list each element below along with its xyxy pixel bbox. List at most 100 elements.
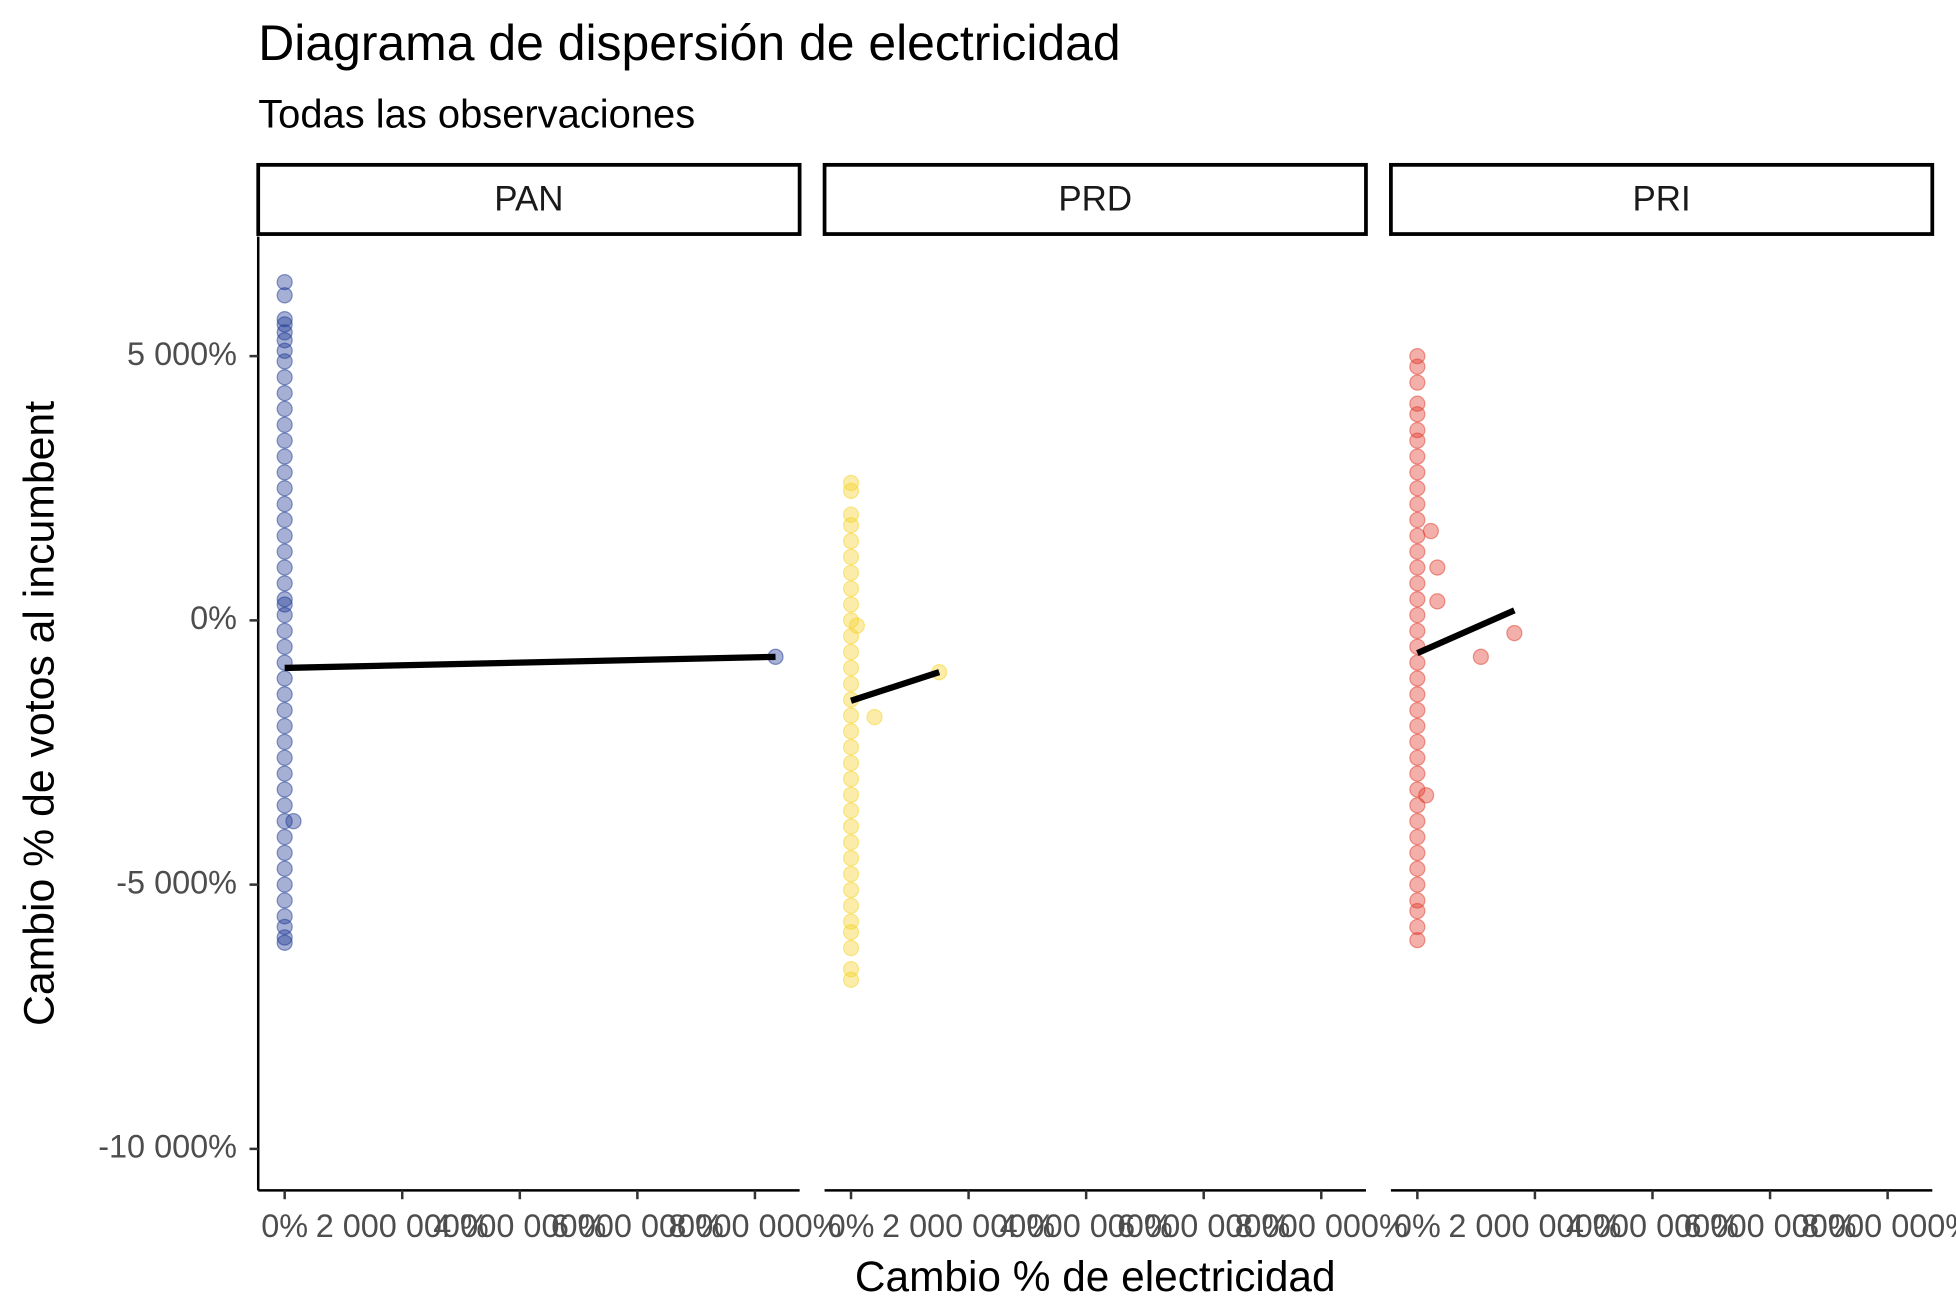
point bbox=[1409, 543, 1426, 560]
strip-label: PRI bbox=[1632, 180, 1690, 219]
point bbox=[1409, 781, 1426, 798]
point bbox=[276, 448, 293, 465]
trend-line bbox=[1416, 607, 1516, 657]
point bbox=[842, 770, 860, 788]
point bbox=[842, 482, 860, 500]
point bbox=[276, 638, 293, 655]
point bbox=[1422, 522, 1439, 540]
point bbox=[1409, 527, 1426, 544]
point bbox=[276, 844, 293, 862]
point bbox=[1409, 374, 1426, 391]
point bbox=[276, 543, 293, 560]
point bbox=[1409, 702, 1426, 719]
point bbox=[276, 596, 293, 613]
point bbox=[276, 575, 293, 592]
chart-subtitle: Todas las observaciones bbox=[258, 93, 695, 137]
point bbox=[276, 733, 293, 751]
point bbox=[842, 786, 860, 803]
y-tick-label: 0% bbox=[190, 600, 237, 636]
x-tick-label: 2 000 000% bbox=[316, 1208, 489, 1244]
point bbox=[1409, 931, 1426, 949]
point bbox=[276, 686, 293, 703]
y-tick-label: 5 000% bbox=[127, 336, 237, 372]
point bbox=[1409, 686, 1426, 703]
y-tick-label: -5 000% bbox=[116, 864, 237, 900]
point bbox=[276, 310, 293, 328]
point bbox=[276, 781, 293, 798]
point bbox=[842, 881, 860, 899]
point bbox=[842, 723, 860, 740]
y-tick-label: -10 000% bbox=[98, 1128, 237, 1164]
point bbox=[842, 865, 860, 883]
point bbox=[1409, 749, 1426, 766]
point bbox=[1409, 480, 1426, 497]
point bbox=[1409, 511, 1426, 529]
point bbox=[276, 765, 293, 782]
point bbox=[842, 739, 860, 756]
point bbox=[276, 480, 293, 497]
point bbox=[842, 802, 860, 819]
x-tick-label: 2 000 000% bbox=[882, 1208, 1055, 1244]
point bbox=[1472, 648, 1489, 666]
point bbox=[842, 532, 860, 550]
point bbox=[276, 828, 293, 846]
point bbox=[276, 432, 293, 449]
point bbox=[848, 617, 866, 634]
x-tick-label: 0% bbox=[1394, 1208, 1441, 1244]
point bbox=[276, 464, 293, 481]
point bbox=[1409, 406, 1426, 423]
point bbox=[1409, 464, 1426, 481]
point bbox=[276, 511, 293, 529]
point bbox=[842, 754, 860, 772]
point bbox=[1418, 787, 1435, 804]
point bbox=[1409, 575, 1426, 592]
point bbox=[842, 707, 860, 724]
x-tick-label: 0% bbox=[828, 1208, 875, 1244]
point bbox=[276, 934, 293, 951]
x-tick-label: 4 000 000% bbox=[1566, 1208, 1739, 1244]
point bbox=[842, 675, 860, 692]
point bbox=[842, 818, 860, 835]
point bbox=[842, 850, 860, 867]
point bbox=[1409, 733, 1426, 751]
x-tick-label: 6 000 000% bbox=[1117, 1208, 1290, 1244]
x-tick-label: 8 000 000% bbox=[668, 1208, 841, 1244]
x-tick-label: 8 000 000% bbox=[1235, 1208, 1408, 1244]
point bbox=[276, 559, 293, 576]
point bbox=[1409, 902, 1426, 920]
point bbox=[842, 548, 860, 566]
point bbox=[276, 717, 293, 735]
point bbox=[1409, 860, 1426, 877]
x-tick-label: 6 000 000% bbox=[551, 1208, 724, 1244]
strip bbox=[822, 162, 1368, 236]
point bbox=[276, 670, 293, 687]
point bbox=[842, 971, 860, 988]
strip bbox=[1389, 162, 1935, 236]
strip-label: PRD bbox=[1058, 180, 1132, 219]
point bbox=[842, 939, 860, 957]
point bbox=[842, 834, 860, 851]
point bbox=[1409, 606, 1426, 624]
point bbox=[842, 924, 860, 941]
x-tick-label: 4 000 000% bbox=[433, 1208, 606, 1244]
point bbox=[276, 416, 293, 434]
point bbox=[1409, 432, 1426, 449]
point bbox=[276, 749, 293, 766]
point bbox=[842, 596, 860, 613]
point bbox=[1409, 448, 1426, 465]
point bbox=[1409, 622, 1426, 640]
point bbox=[1409, 844, 1426, 862]
point bbox=[276, 384, 293, 402]
point bbox=[276, 591, 293, 608]
point bbox=[276, 860, 293, 877]
point bbox=[1409, 591, 1426, 608]
x-tick-label: 0% bbox=[261, 1208, 308, 1244]
point bbox=[842, 643, 860, 661]
point bbox=[276, 797, 293, 814]
x-tick-label: 4 000 000% bbox=[1000, 1208, 1173, 1244]
point bbox=[866, 708, 883, 726]
point bbox=[1429, 559, 1446, 576]
strip-label: PAN bbox=[494, 180, 563, 219]
point bbox=[276, 876, 293, 893]
